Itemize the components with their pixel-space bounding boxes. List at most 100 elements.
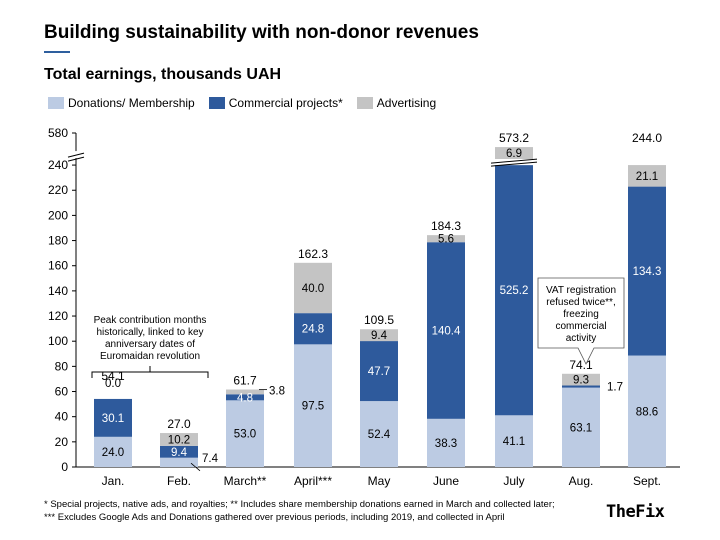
leader-line bbox=[190, 462, 201, 472]
bar-value-label: 7.4 bbox=[202, 453, 219, 465]
bar-break-gap bbox=[491, 159, 537, 166]
bar-total-label: 244.0 bbox=[632, 131, 662, 145]
bar-advertising bbox=[562, 373, 600, 386]
x-tick-label: Jan. bbox=[102, 474, 125, 488]
bar-total-label: 74.1 bbox=[569, 358, 593, 372]
y-axis-break-line bbox=[67, 156, 85, 162]
bar-value-label: 6.9 bbox=[506, 148, 522, 160]
bar-commercial bbox=[160, 445, 198, 458]
bar-value-label: 24.8 bbox=[302, 324, 324, 336]
bar-advertising bbox=[160, 433, 198, 446]
x-tick-label: Feb. bbox=[167, 474, 191, 488]
bar-donations bbox=[226, 400, 264, 467]
y-axis-break-line bbox=[67, 152, 85, 158]
y-tick-label: 100 bbox=[48, 334, 68, 348]
bar-commercial bbox=[562, 385, 600, 388]
bar-value-label: 525.2 bbox=[500, 285, 529, 297]
y-tick-label: 580 bbox=[48, 126, 68, 140]
bar-value-label: 24.0 bbox=[102, 447, 124, 459]
bar-donations bbox=[360, 401, 398, 467]
legend-swatch-donations bbox=[48, 97, 64, 109]
x-tick-label: March** bbox=[224, 474, 267, 488]
bar-value-label: 9.4 bbox=[171, 447, 188, 459]
legend-label-advertising: Advertising bbox=[376, 96, 437, 110]
y-tick-label: 0 bbox=[61, 460, 68, 474]
legend-label-donations: Donations/ Membership bbox=[68, 96, 195, 110]
bar-value-label: 1.7 bbox=[607, 382, 623, 394]
y-tick-label: 180 bbox=[48, 234, 68, 248]
bar-total-label: 573.2 bbox=[499, 131, 529, 145]
chart-subtitle: Total earnings, thousands UAH bbox=[44, 66, 282, 83]
bar-commercial bbox=[226, 394, 264, 401]
title-underline bbox=[44, 51, 70, 53]
bar-total-label: 54.1 bbox=[101, 369, 125, 383]
annotation-vat-callout bbox=[537, 277, 625, 365]
bar-value-label: 9.3 bbox=[573, 375, 589, 387]
y-tick-label: 120 bbox=[48, 309, 68, 323]
annotation-vat-line: commercial bbox=[555, 321, 606, 332]
bar-value-label: 9.4 bbox=[371, 330, 388, 342]
bar-donations bbox=[94, 436, 132, 467]
bar-value-label: 3.8 bbox=[269, 385, 285, 397]
bar-donations bbox=[427, 418, 465, 467]
y-tick-label: 20 bbox=[55, 435, 69, 449]
bar-break-line bbox=[490, 158, 538, 164]
bar-value-label: 41.1 bbox=[503, 436, 525, 448]
bar-value-label: 52.4 bbox=[368, 429, 391, 441]
bar-commercial bbox=[294, 313, 332, 345]
y-tick-label: 80 bbox=[55, 359, 69, 373]
annotation-vat-line: activity bbox=[566, 333, 597, 344]
legend-swatch-advertising bbox=[356, 97, 373, 109]
bar-donations bbox=[562, 387, 600, 467]
bar-advertising bbox=[294, 262, 332, 314]
bar-break-line bbox=[490, 161, 538, 167]
bar-value-label: 30.1 bbox=[102, 413, 124, 425]
bar-value-label: 134.3 bbox=[633, 266, 662, 278]
bar-commercial bbox=[360, 341, 398, 402]
bar-value-label: 140.4 bbox=[432, 326, 461, 338]
y-tick-label: 60 bbox=[55, 385, 69, 399]
page-title: Building sustainability with non-donor r… bbox=[44, 22, 479, 43]
x-tick-label: June bbox=[433, 474, 459, 488]
bar-donations bbox=[628, 355, 666, 467]
bar-value-label: 63.1 bbox=[570, 422, 592, 434]
x-tick-label: May bbox=[368, 474, 391, 488]
legend-item-commercial: Commercial projects* bbox=[208, 96, 343, 110]
y-tick-label: 160 bbox=[48, 259, 68, 273]
bar-value-label: 21.1 bbox=[636, 171, 658, 183]
bar-value-label: 10.2 bbox=[168, 434, 190, 446]
bar-advertising bbox=[360, 329, 398, 342]
annotation-peak-line: Peak contribution months bbox=[94, 315, 207, 326]
bar-value-label: 53.0 bbox=[234, 429, 256, 441]
x-tick-label: Aug. bbox=[569, 474, 594, 488]
y-tick-label: 40 bbox=[55, 410, 69, 424]
bar-value-label: 47.7 bbox=[368, 366, 390, 378]
bar-value-label: 88.6 bbox=[636, 406, 658, 418]
bar-value-label: 40.0 bbox=[302, 283, 324, 295]
y-tick-label: 240 bbox=[48, 158, 68, 172]
annotation-peak-line: Euromaidan revolution bbox=[100, 351, 200, 362]
bar-commercial bbox=[628, 186, 666, 356]
bar-total-label: 109.5 bbox=[364, 313, 394, 327]
footnote-1: * Special projects, native ads, and roya… bbox=[44, 499, 555, 510]
bar-total-label: 162.3 bbox=[298, 247, 328, 261]
x-tick-label: April*** bbox=[294, 474, 332, 488]
bar-value-label: 5.6 bbox=[438, 234, 454, 246]
bar-commercial bbox=[495, 165, 533, 416]
bar-value-label: 4.8 bbox=[237, 392, 253, 404]
bar-commercial bbox=[427, 242, 465, 419]
annotation-peak-line: anniversary dates of bbox=[105, 339, 195, 350]
bar-commercial bbox=[94, 398, 132, 437]
legend-item-advertising: Advertising bbox=[356, 96, 437, 110]
y-tick-label: 140 bbox=[48, 284, 68, 298]
annotation-vat-line: VAT registration bbox=[546, 285, 616, 296]
x-tick-label: July bbox=[503, 474, 524, 488]
bar-advertising bbox=[495, 147, 533, 160]
y-tick-label: 220 bbox=[48, 183, 68, 197]
bar-donations bbox=[160, 457, 198, 467]
y-tick-label: 200 bbox=[48, 208, 68, 222]
bar-value-label: 38.3 bbox=[435, 438, 457, 450]
annotation-bracket bbox=[91, 366, 209, 378]
legend-swatch-commercial bbox=[208, 97, 225, 109]
